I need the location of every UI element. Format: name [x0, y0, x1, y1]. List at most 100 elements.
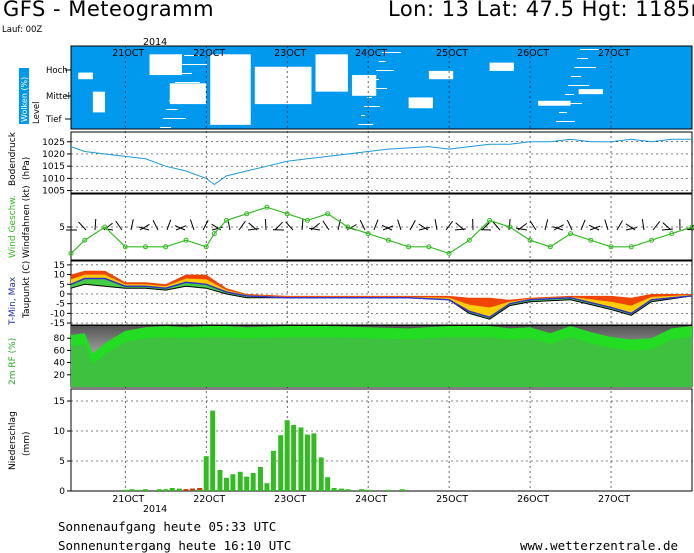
clear-sky-patch [92, 91, 106, 113]
precip-bar [244, 476, 250, 491]
date-label-bottom: 22OCT [193, 494, 225, 505]
precip-bar [338, 488, 344, 491]
wind-speed-point [223, 217, 229, 223]
clear-sky-patch [210, 54, 251, 125]
wind-barb [588, 224, 600, 231]
y-tick-label: 80 [54, 334, 66, 344]
wind-barb [445, 220, 454, 231]
wind-barb [481, 221, 491, 231]
wind-barb [397, 219, 402, 231]
cloud-hatch [160, 127, 171, 128]
wind-barb [247, 228, 259, 231]
clear-sky-patch [315, 54, 348, 92]
date-label-bottom: 26OCT [517, 494, 549, 505]
cloud-level-label: Tief [45, 115, 63, 125]
wind-barb [381, 224, 393, 231]
wind-barb [337, 219, 341, 231]
meteogram-title: GFS - Meteogramm [3, 0, 214, 21]
wind-barb [202, 220, 209, 231]
wind-speed-point [203, 244, 209, 250]
wind-speed-point [385, 237, 391, 243]
wind-barb [580, 219, 586, 231]
precip-bar [325, 477, 331, 491]
y-tick-label: 10 [54, 271, 66, 281]
wind-barb [418, 223, 429, 231]
wind-barb [641, 219, 645, 231]
wind-barb [662, 222, 672, 231]
precip-bar [122, 489, 128, 491]
wind-speed-point [608, 244, 614, 250]
wind-barb [152, 219, 159, 231]
wind-barb [309, 227, 321, 231]
wind-unit: Windfahnen (kt) [22, 185, 32, 258]
cloud-hatch [172, 91, 185, 92]
wind-barb [409, 220, 416, 231]
wind-barb [130, 219, 134, 231]
clear-sky-patch [149, 54, 182, 76]
tmin-line [70, 277, 693, 319]
wind-barb [566, 219, 573, 231]
precip-bar [331, 488, 337, 491]
wind-speed-point [264, 204, 270, 210]
wind-speed-point [547, 244, 553, 250]
cloud-hatch [562, 103, 582, 104]
cloud-level-label: Hoch [46, 66, 68, 76]
wind-speed-point [325, 211, 331, 217]
wind-barb [553, 224, 564, 231]
wind-speed-point [527, 237, 533, 243]
wind-speed-point [507, 224, 513, 230]
precip-bar [237, 471, 243, 491]
wind-barb [264, 218, 267, 231]
precip-bar [284, 420, 290, 491]
y-tick-label: 1010 [42, 174, 65, 184]
wind-title: Wind Geschw. [8, 195, 18, 258]
cloud-hatch [175, 82, 200, 83]
wind-speed-point [304, 217, 310, 223]
wind-speed-point [122, 244, 128, 250]
wind-barb [616, 220, 623, 231]
y-tick-label: 1025 [42, 138, 65, 148]
date-label-bottom: 25OCT [436, 494, 468, 505]
wind-speed-point [365, 231, 371, 237]
precip-bar [169, 488, 175, 491]
wind-barb [552, 226, 564, 231]
website-link[interactable]: www.wetterzentrale.de [520, 538, 678, 553]
precip-bar [264, 483, 270, 491]
panel-frame [70, 260, 693, 326]
wind-barb [285, 221, 294, 231]
clear-sky-patch [489, 62, 514, 71]
precip-bar [217, 470, 223, 491]
sunset-text: Sonnenuntergang heute 16:10 UTC [58, 538, 291, 553]
panel-frame [70, 131, 693, 194]
wind-speed-point [568, 231, 574, 237]
wind-barb [359, 219, 366, 231]
precip-bar [270, 450, 276, 491]
date-label-top: 21OCT [112, 48, 144, 59]
wind-barb [166, 219, 172, 231]
precip-bar [230, 474, 236, 491]
wind-speed-point [487, 217, 493, 223]
cloud-hatch [373, 79, 379, 80]
wind-barb [322, 220, 330, 231]
cloud-title-box [19, 68, 29, 124]
precip-bar [298, 427, 304, 491]
precip-title: Niederschlag [8, 411, 18, 470]
wind-barb [301, 218, 304, 231]
precip-bar [385, 489, 391, 491]
cloud-hatch [367, 97, 372, 98]
y-tick-label: 20 [54, 371, 66, 381]
cloud-hatch [580, 49, 603, 50]
wind-barb [492, 221, 501, 231]
clear-sky-patch [578, 89, 603, 95]
precip-bar-snow [189, 488, 195, 491]
wind-speed-point [466, 237, 472, 243]
clear-sky-patch [169, 83, 207, 105]
precip-bar [365, 489, 371, 491]
cloud-hatch [166, 109, 178, 110]
cloud-hatch [181, 64, 207, 65]
wind-barb [138, 226, 150, 231]
precip-bar [136, 489, 142, 491]
cloud-hatch [169, 100, 193, 101]
date-label-top: 23OCT [274, 48, 306, 59]
cloud-hatch [571, 76, 581, 77]
